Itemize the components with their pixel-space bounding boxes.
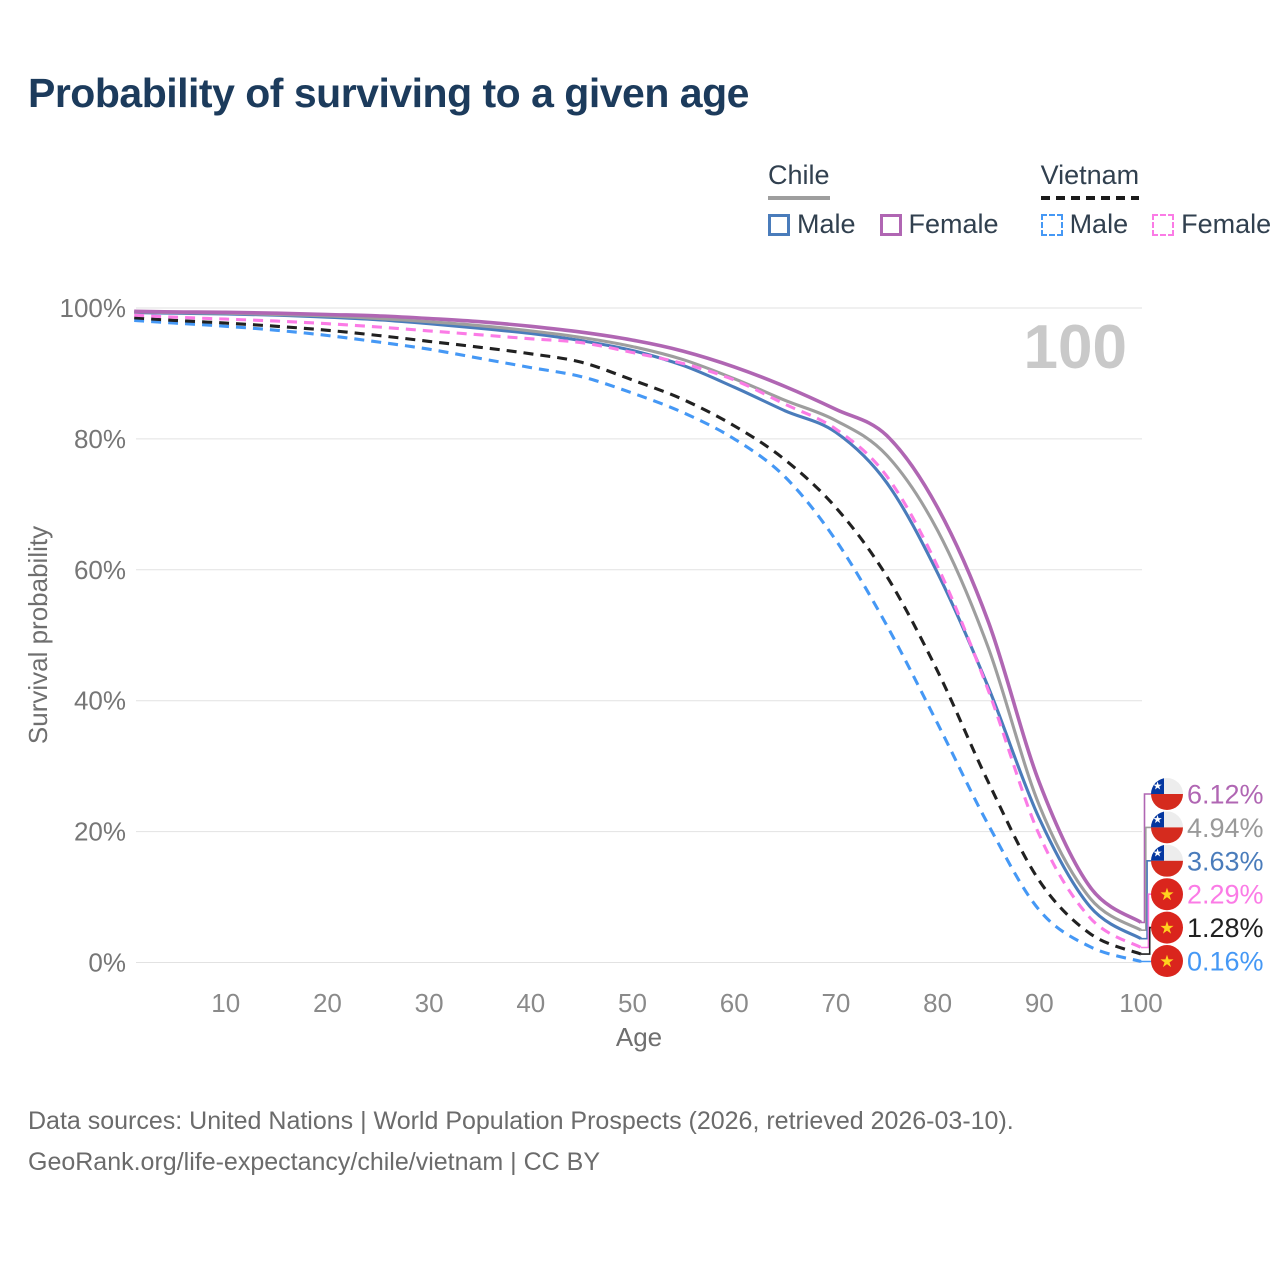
svg-text:★: ★ [1153, 846, 1163, 859]
legend-group-vietnam: Vietnam Male Female [1040, 160, 1271, 240]
end-label-connector [1141, 893, 1151, 949]
legend-item-chile-male[interactable]: Male [768, 209, 856, 240]
x-tick-label: 90 [1025, 988, 1054, 1018]
series-layer [134, 309, 1143, 963]
x-tick-label: 50 [618, 988, 647, 1018]
legend-vietnam-female-label: Female [1181, 209, 1272, 239]
series-line-vietnam-female[interactable] [134, 313, 1142, 949]
end-value-label-chile: 4.94% [1187, 813, 1264, 843]
footer: Data sources: United Nations | World Pop… [28, 1101, 1014, 1183]
end-label-connector [1141, 926, 1151, 955]
legend-item-chile-female[interactable]: Female [879, 209, 999, 240]
page-title: Probability of surviving to a given age [28, 70, 749, 116]
svg-text:★: ★ [1153, 780, 1163, 793]
end-label-connector [1141, 826, 1151, 931]
legend-vietnam-label: Vietnam [1040, 160, 1140, 190]
x-tick-label: 60 [720, 988, 749, 1018]
x-tick-label: 100 [1119, 988, 1162, 1018]
x-axis-title: Age [616, 1022, 662, 1052]
legend-chile-head[interactable]: Chile [768, 160, 830, 200]
legend-vietnam-items: Male Female [1040, 209, 1271, 240]
y-tick-label: 40% [74, 686, 126, 716]
vietnam-male-swatch-icon [1040, 213, 1063, 236]
end-label-connector [1141, 793, 1151, 924]
end-value-label-chile-female: 6.12% [1187, 780, 1264, 810]
series-line-vietnam-male[interactable] [134, 318, 1142, 963]
legend-chile-label: Chile [768, 160, 830, 190]
chile-flag-icon: ★ [1151, 811, 1183, 844]
legend-chile-female-label: Female [908, 209, 999, 239]
chile-flag-icon: ★ [1151, 778, 1183, 810]
legend: Chile Male Female Vietnam [768, 160, 1271, 240]
series-line-vietnam[interactable] [134, 316, 1142, 956]
chile-female-swatch-icon [879, 213, 902, 236]
x-tick-label: 30 [415, 988, 444, 1018]
y-tick-label: 80% [74, 424, 126, 454]
vietnam-flag-icon: ★ [1151, 945, 1183, 977]
x-tick-label: 10 [211, 988, 240, 1018]
svg-text:★: ★ [1159, 885, 1174, 905]
end-value-label-vietnam-male: 0.16% [1187, 947, 1264, 977]
svg-text:★: ★ [1153, 813, 1163, 826]
vietnam-flag-icon: ★ [1151, 911, 1183, 944]
chile-flag-icon: ★ [1151, 844, 1183, 877]
y-axis-title: Survival probability [23, 526, 53, 744]
chile-male-swatch-icon [768, 213, 790, 236]
svg-text:★: ★ [1159, 919, 1174, 939]
x-tick-label: 80 [923, 988, 952, 1018]
legend-group-chile: Chile Male Female [768, 160, 999, 240]
vietnam-dashed-line-sample [1040, 196, 1140, 200]
end-value-label-chile-male: 3.63% [1187, 846, 1264, 876]
y-tick-label: 0% [88, 948, 126, 978]
legend-chile-male-label: Male [797, 209, 856, 239]
age-100-annotation: 100 [1024, 313, 1127, 382]
vietnam-female-swatch-icon [1152, 213, 1175, 236]
grid-layer: 0% 20% 40% 60% 80% 100% 10 20 30 40 50 60 70 80 90 100 [60, 293, 1163, 1018]
legend-vietnam-male-label: Male [1069, 209, 1129, 239]
x-tick-label: 40 [516, 988, 545, 1018]
vietnam-flag-icon: ★ [1151, 878, 1183, 911]
legend-vietnam-head[interactable]: Vietnam [1040, 160, 1140, 200]
y-tick-label: 20% [74, 817, 126, 847]
chile-solid-line-sample [768, 196, 830, 200]
y-tick-label: 60% [74, 555, 126, 585]
end-label-connector [1141, 860, 1151, 940]
svg-text:★: ★ [1159, 952, 1174, 972]
end-label-layer: ★ 6.12% ★ 4.94% ★ 3.63% ★ 2.29% ★ 1.28% ★ 0.16% [1141, 778, 1264, 977]
footer-license-line: GeoRank.org/life-expectancy/chile/vietna… [28, 1148, 601, 1176]
legend-chile-items: Male Female [768, 209, 999, 240]
end-label-connector [1141, 960, 1152, 963]
footer-sources-line: Data sources: United Nations | World Pop… [28, 1107, 1014, 1135]
legend-item-vietnam-female[interactable]: Female [1152, 209, 1271, 240]
legend-item-vietnam-male[interactable]: Male [1040, 209, 1129, 240]
end-value-label-vietnam-female: 2.29% [1187, 880, 1264, 910]
x-tick-label: 20 [313, 988, 342, 1018]
x-tick-label: 70 [821, 988, 850, 1018]
series-line-chile-female[interactable] [134, 309, 1143, 924]
end-value-label-vietnam: 1.28% [1187, 913, 1264, 943]
y-tick-label: 100% [60, 293, 127, 323]
